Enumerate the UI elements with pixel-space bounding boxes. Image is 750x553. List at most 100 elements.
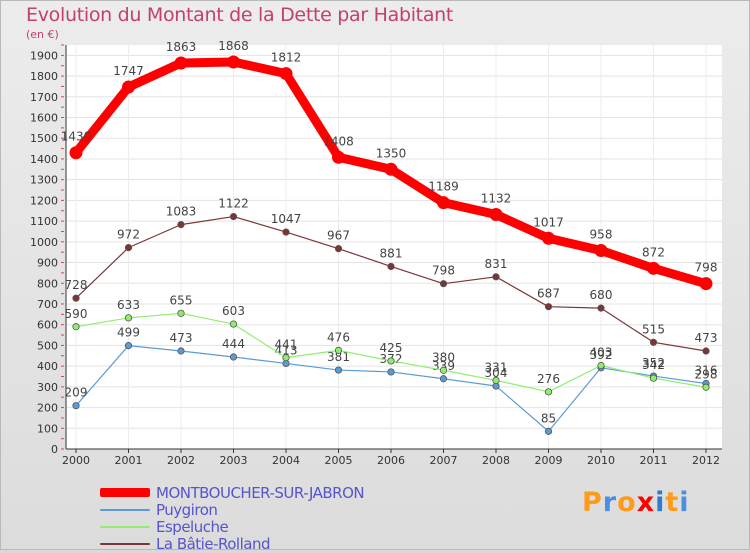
- data-label: 798: [695, 261, 718, 275]
- y-tick-label: 400: [37, 360, 58, 373]
- data-label: 1868: [218, 39, 249, 53]
- data-point: [72, 402, 80, 410]
- data-label: 392: [590, 348, 613, 362]
- data-point: [69, 146, 83, 160]
- data-point: [544, 303, 553, 311]
- data-point: [702, 347, 710, 355]
- y-tick-label: 1400: [30, 153, 58, 166]
- data-point: [334, 366, 343, 374]
- data-point: [332, 150, 345, 164]
- data-point: [282, 228, 290, 236]
- data-label: 798: [432, 264, 455, 278]
- data-label: 352: [642, 356, 665, 370]
- data-point: [492, 376, 500, 385]
- data-point: [334, 245, 343, 253]
- data-point: [227, 55, 240, 69]
- data-label: 1122: [218, 197, 249, 211]
- data-label: 1132: [481, 191, 512, 205]
- legend: MONTBOUCHER-SUR-JABRON Puygiron Espeluche L…: [100, 483, 365, 553]
- data-label: 1408: [323, 134, 354, 148]
- data-point: [282, 354, 290, 362]
- data-label: 342: [642, 358, 665, 372]
- x-tick-label: 2004: [272, 454, 300, 467]
- legend-swatch: [100, 525, 150, 528]
- data-label: 590: [65, 307, 88, 321]
- data-label: 499: [117, 326, 140, 340]
- legend-swatch: [100, 488, 150, 497]
- data-label: 298: [695, 367, 718, 381]
- data-label: 473: [170, 331, 193, 345]
- legend-label: Puygiron: [156, 500, 218, 519]
- legend-item: La Bâtie-Rolland: [100, 535, 364, 553]
- data-point: [124, 244, 133, 252]
- legend-label: Espeluche: [156, 517, 229, 536]
- x-tick-label: 2000: [62, 454, 90, 467]
- data-label: 1350: [376, 146, 407, 160]
- data-point: [229, 353, 238, 361]
- data-point: [72, 294, 80, 302]
- data-label: 444: [222, 337, 245, 351]
- data-label: 728: [65, 278, 88, 292]
- data-point: [174, 56, 188, 70]
- data-point: [647, 261, 660, 275]
- legend-swatch: [100, 542, 150, 545]
- proxiti-logo: Proxiti: [582, 487, 690, 518]
- data-label: 972: [117, 228, 140, 242]
- data-label: 331: [485, 360, 508, 374]
- y-tick-label: 1600: [30, 112, 58, 125]
- data-label: 633: [117, 298, 140, 312]
- x-tick-label: 2011: [640, 454, 668, 467]
- data-label: 1747: [113, 64, 144, 78]
- data-point: [594, 244, 608, 258]
- y-tick-label: 800: [37, 277, 58, 290]
- data-label: 425: [380, 341, 403, 355]
- data-label: 603: [222, 304, 245, 318]
- y-tick-label: 1300: [30, 174, 58, 187]
- data-point: [177, 221, 185, 229]
- x-tick-label: 2007: [430, 454, 458, 467]
- y-tick-label: 300: [37, 381, 58, 394]
- legend-swatch: [100, 508, 150, 511]
- legend-item: Puygiron: [100, 500, 364, 519]
- y-tick-label: 500: [37, 339, 58, 352]
- legend-item: MONTBOUCHER-SUR-JABRON: [100, 483, 365, 502]
- y-tick-label: 1200: [30, 194, 58, 207]
- data-point: [439, 366, 448, 374]
- data-label: 1047: [271, 212, 302, 226]
- data-point: [439, 280, 448, 288]
- chart-title: Evolution du Montant de la Dette par Hab…: [26, 4, 454, 26]
- legend-label: MONTBOUCHER-SUR-JABRON: [156, 483, 365, 502]
- data-label: 209: [65, 386, 88, 400]
- data-label: 958: [590, 228, 613, 242]
- data-point: [597, 304, 605, 312]
- x-tick-label: 2006: [377, 454, 405, 467]
- x-tick-label: 2012: [692, 454, 720, 467]
- data-point: [489, 207, 503, 221]
- data-label: 380: [432, 350, 455, 364]
- data-label: 381: [327, 350, 350, 364]
- data-label: 1083: [166, 205, 197, 219]
- data-point: [177, 309, 185, 317]
- data-point: [229, 320, 238, 328]
- data-point: [124, 314, 133, 322]
- data-label: 473: [695, 331, 718, 345]
- data-label: 881: [380, 246, 403, 260]
- x-tick-label: 2010: [587, 454, 615, 467]
- data-label: 85: [541, 411, 556, 425]
- data-label: 276: [537, 372, 560, 386]
- data-point: [437, 196, 450, 210]
- y-tick-label: 1900: [30, 49, 58, 62]
- data-label: 1017: [533, 215, 564, 229]
- data-point: [439, 375, 448, 383]
- data-point: [177, 347, 185, 355]
- data-point: [334, 346, 343, 354]
- data-point: [702, 383, 710, 391]
- y-tick-label: 700: [37, 298, 58, 311]
- x-tick-label: 2008: [482, 454, 510, 467]
- data-label: 515: [642, 322, 665, 336]
- x-tick-label: 2009: [535, 454, 563, 467]
- data-label: 1812: [271, 51, 302, 65]
- data-label: 304: [485, 366, 508, 380]
- plot-area: [66, 45, 722, 449]
- data-point: [229, 212, 238, 221]
